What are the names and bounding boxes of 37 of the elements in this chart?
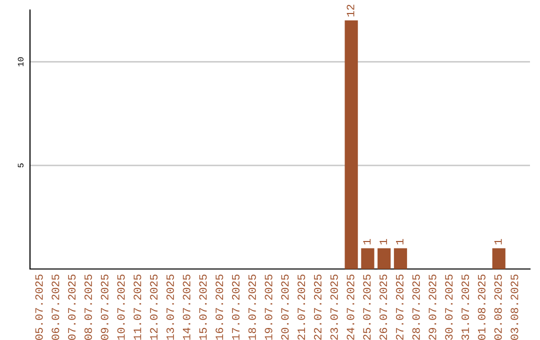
data-label: 1 [396,239,404,244]
x-tick-label: 15.07.2025 [199,274,207,340]
x-tick-label: 08.07.2025 [84,274,92,340]
x-tick-label: 30.07.2025 [445,274,453,340]
x-tick-label: 01.08.2025 [478,274,486,340]
y-tick-label: 10 [18,57,24,66]
x-tick-label: 07.07.2025 [68,274,76,340]
x-tick-label: 29.07.2025 [428,274,436,340]
x-tick-label: 03.08.2025 [510,274,518,340]
x-tick-label: 14.07.2025 [182,274,190,340]
x-tick-label: 16.07.2025 [216,274,224,340]
data-label: 1 [494,239,502,244]
x-tick-label: 09.07.2025 [100,274,108,340]
x-tick-label: 25.07.2025 [363,274,371,340]
x-tick-label: 23.07.2025 [330,274,338,340]
x-tick-label: 18.07.2025 [248,274,256,340]
x-tick-label: 28.07.2025 [412,274,420,340]
data-label: 1 [380,239,387,244]
data-label: 12 [346,4,354,16]
x-tick-label: 24.07.2025 [346,274,354,340]
data-label: 1 [363,239,371,244]
x-tick-label: 21.07.2025 [298,274,306,340]
x-tick-label: 20.07.2025 [281,274,289,340]
x-tick-label: 06.07.2025 [52,274,60,340]
x-tick-label: 02.08.2025 [494,274,502,340]
x-tick-label: 13.07.2025 [166,274,174,340]
x-tick-label: 05.07.2025 [35,274,43,340]
x-tick-label: 11.07.2025 [134,274,142,340]
x-tick-label: 26.07.2025 [380,274,388,340]
x-tick-label: 22.07.2025 [314,274,322,340]
x-tick-label: 10.07.2025 [117,274,125,340]
x-tick-label: 17.07.2025 [232,274,240,340]
x-tick-label: 19.07.2025 [264,274,272,340]
x-tick-label: 27.07.2025 [396,274,404,340]
x-tick-label: 12.07.2025 [150,274,158,340]
x-tick-label: 31.07.2025 [462,274,470,340]
y-tick-label: 5 [18,163,24,168]
